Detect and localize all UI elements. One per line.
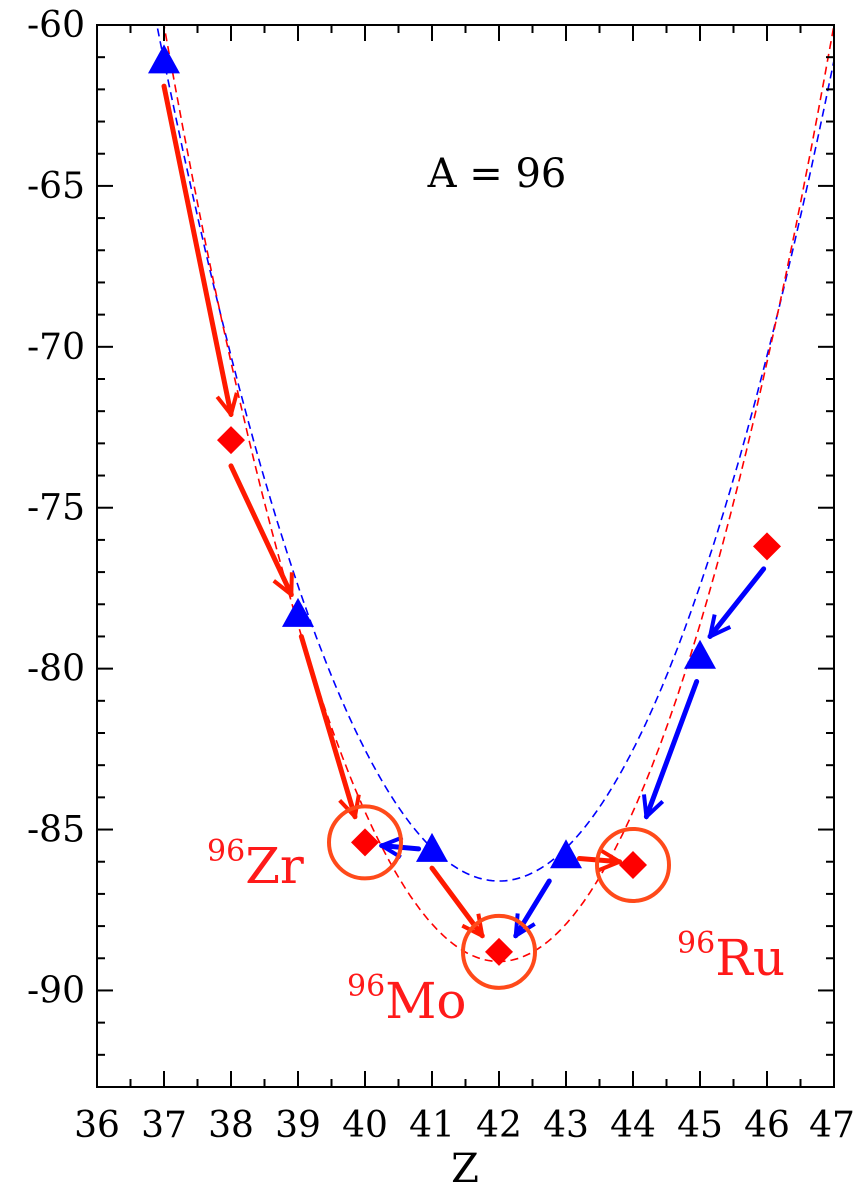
x-tick-label: 46 <box>744 1105 790 1146</box>
x-tick-labels: 36 37 38 39 40 41 42 43 44 45 46 47 <box>74 1105 855 1146</box>
x-tick-label: 47 <box>809 1105 855 1146</box>
circle-ru <box>595 826 671 903</box>
diamond-point-z38 <box>217 426 245 455</box>
fit-curve-2 <box>163 25 834 963</box>
x-tick-label: 41 <box>409 1105 455 1146</box>
element-symbol: Ru <box>715 929 785 987</box>
x-tick-label: 37 <box>141 1105 187 1146</box>
axis-ticks <box>96 24 835 1088</box>
y-tick-label: -65 <box>27 166 85 207</box>
y-tick-label: -75 <box>27 488 85 529</box>
y-tick-label: -70 <box>27 327 85 368</box>
x-tick-label: 36 <box>74 1105 120 1146</box>
triangle-point-z41 <box>416 832 448 862</box>
label-zr: 96Zr <box>207 834 304 895</box>
data-points <box>148 44 781 966</box>
label-mo: 96Mo <box>347 969 467 1030</box>
y-tick-label: -80 <box>27 649 85 690</box>
decay-arrows <box>161 83 767 936</box>
annotation-mass-number: A = 96 <box>427 151 567 197</box>
label-ru: 96Ru <box>677 926 785 987</box>
x-tick-label: 45 <box>677 1105 723 1146</box>
triangle-point-z37 <box>148 44 180 74</box>
x-tick-label: 42 <box>476 1105 522 1146</box>
mass-number: 96 <box>677 926 715 961</box>
red-decay-arrow-3 <box>298 633 355 816</box>
circle-mo <box>461 913 537 990</box>
x-tick-label: 44 <box>610 1105 656 1146</box>
red-decay-arrow-1 <box>161 83 231 414</box>
red-decay-arrow-2 <box>228 463 291 595</box>
y-tick-label: -85 <box>27 810 85 851</box>
x-tick-label: 43 <box>543 1105 589 1146</box>
y-tick-labels: -60 -65 -70 -75 -80 -85 -90 <box>27 5 85 1011</box>
blue-decay-arrow-7 <box>513 878 552 936</box>
triangle-point-z45 <box>684 639 716 669</box>
blue-decay-arrow-8 <box>646 679 700 817</box>
blue-decay-arrow-9 <box>710 566 767 637</box>
mass-number: 96 <box>347 969 385 1004</box>
triangle-point-z43 <box>550 839 582 869</box>
y-tick-label: -90 <box>27 970 85 1011</box>
x-tick-label: 39 <box>275 1105 321 1146</box>
circle-zr <box>327 804 403 881</box>
diamond-point-z40 <box>351 828 379 857</box>
diamond-point-z42 <box>485 937 513 966</box>
mass-number: 96 <box>207 834 245 869</box>
element-symbol: Mo <box>385 972 466 1030</box>
stable-nuclide-circles <box>327 804 671 990</box>
triangle-point-z39 <box>282 597 314 627</box>
fit-curve-1 <box>156 25 834 882</box>
diamond-point-z46 <box>753 532 781 561</box>
x-tick-label: 38 <box>208 1105 254 1146</box>
x-tick-label: 40 <box>342 1105 388 1146</box>
y-tick-label: -60 <box>27 5 85 46</box>
fit-curves <box>156 25 834 963</box>
red-decay-arrow-5 <box>576 859 619 862</box>
diamond-point-z44 <box>619 850 647 879</box>
element-symbol: Zr <box>245 837 304 895</box>
x-axis-title: Z <box>451 1146 479 1192</box>
